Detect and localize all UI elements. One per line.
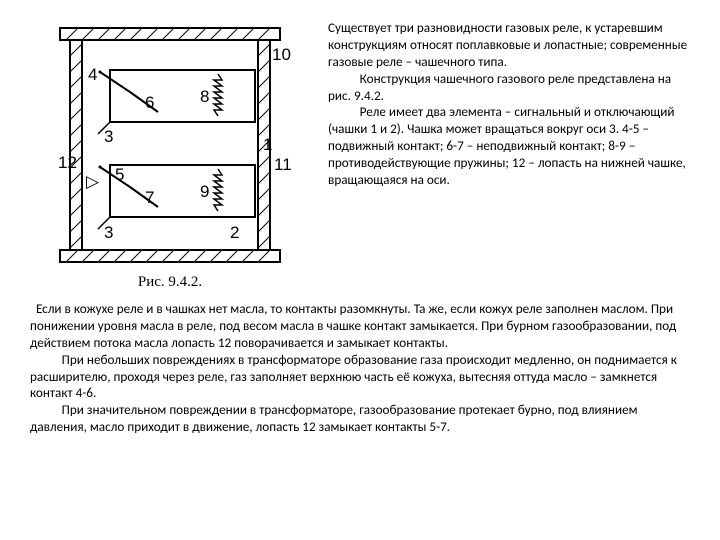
- relay-diagram: ▷ 10 4 6 8 3 1 12 11 5 7 9 3 2: [30, 20, 310, 270]
- label-7: 7: [145, 188, 154, 207]
- label-3b: 3: [104, 223, 113, 242]
- label-3a: 3: [104, 127, 113, 146]
- label-5: 5: [115, 165, 124, 184]
- label-10: 10: [272, 45, 291, 64]
- figure-block: ▷ 10 4 6 8 3 1 12 11 5 7 9 3 2 Рис. 9.4.…: [30, 20, 310, 291]
- label-12: 12: [58, 153, 77, 172]
- label-1: 1: [263, 135, 272, 154]
- label-11: 11: [274, 155, 292, 174]
- label-cup: ▷: [86, 172, 100, 191]
- label-9: 9: [200, 182, 209, 201]
- body-p2: При небольших повреждениях в трансформат…: [30, 352, 690, 403]
- body-p1: Если в кожухе реле и в чашках нет масла,…: [30, 301, 690, 352]
- label-6: 6: [145, 93, 154, 112]
- figure-caption: Рис. 9.4.2.: [30, 274, 310, 291]
- body-p3: При значительном повреждении в трансформ…: [30, 402, 690, 436]
- right-p2: Конструкция чашечного газового реле пред…: [328, 71, 690, 105]
- right-text-block: Существует три разновидности газовых рел…: [328, 20, 690, 189]
- label-4: 4: [88, 65, 97, 84]
- label-8: 8: [200, 87, 209, 106]
- label-2: 2: [230, 223, 239, 242]
- body-text-block: Если в кожухе реле и в чашках нет масла,…: [30, 301, 690, 436]
- right-p3: Реле имеет два элемента – сигнальный и о…: [328, 104, 690, 188]
- right-p1: Существует три разновидности газовых рел…: [328, 20, 690, 71]
- top-section: ▷ 10 4 6 8 3 1 12 11 5 7 9 3 2 Рис. 9.4.…: [30, 20, 690, 291]
